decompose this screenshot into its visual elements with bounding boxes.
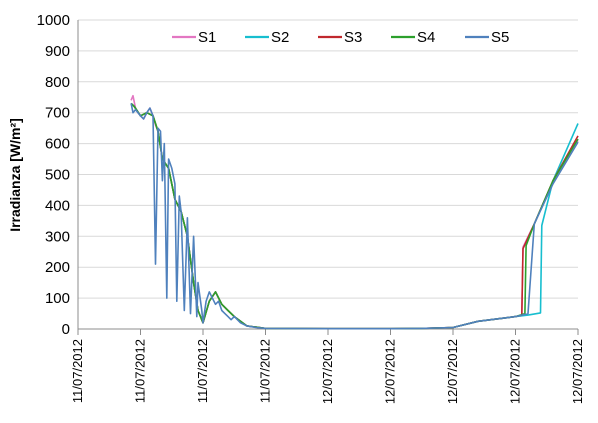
series-line-s5	[130, 103, 579, 330]
x-tick-label: 12/07/2012	[320, 339, 335, 404]
x-axis-ticks: 11/07/2012 11/07/2012 11/07/2012 11/07/2012…	[70, 329, 585, 404]
legend-label: S1	[198, 29, 216, 46]
legend-label: S3	[344, 29, 362, 46]
y-tick-label: 900	[45, 43, 70, 60]
y-axis-ticks: 0 100 200 300 400 500 600 700 800 900 1000	[37, 12, 70, 338]
y-tick-label: 100	[45, 290, 70, 307]
legend-item-s4[interactable]: S4	[391, 29, 435, 46]
y-tick-label: 500	[45, 167, 70, 184]
legend-item-s5[interactable]: S5	[465, 29, 509, 46]
legend-item-s1[interactable]: S1	[172, 29, 216, 46]
y-tick-label: 300	[45, 228, 70, 245]
legend-label: S2	[271, 29, 289, 46]
x-tick-label: 11/07/2012	[133, 339, 148, 403]
y-axis-label: Irradianza [W/m²]	[7, 118, 23, 232]
x-tick-label: 11/07/2012	[195, 339, 210, 403]
y-tick-label: 0	[62, 321, 70, 338]
x-tick-label: 12/07/2012	[445, 339, 460, 404]
legend-item-s2[interactable]: S2	[245, 29, 289, 46]
legend-item-s3[interactable]: S3	[318, 29, 362, 46]
legend-label: S4	[417, 29, 435, 46]
series-lines	[130, 94, 579, 330]
x-tick-label: 12/07/2012	[570, 339, 585, 404]
x-tick-label: 11/07/2012	[258, 339, 273, 403]
legend[interactable]: S1 S2 S3 S4 S5	[172, 29, 509, 46]
y-tick-label: 600	[45, 136, 70, 153]
x-tick-label: 12/07/2012	[383, 339, 398, 404]
y-tick-label: 400	[45, 197, 70, 214]
y-tick-label: 1000	[37, 12, 70, 29]
legend-label: S5	[491, 29, 509, 46]
y-tick-label: 800	[45, 74, 70, 91]
x-tick-label: 11/07/2012	[70, 339, 85, 403]
x-tick-label: 12/07/2012	[508, 339, 523, 404]
y-tick-label: 700	[45, 105, 70, 122]
y-tick-label: 200	[45, 259, 70, 276]
